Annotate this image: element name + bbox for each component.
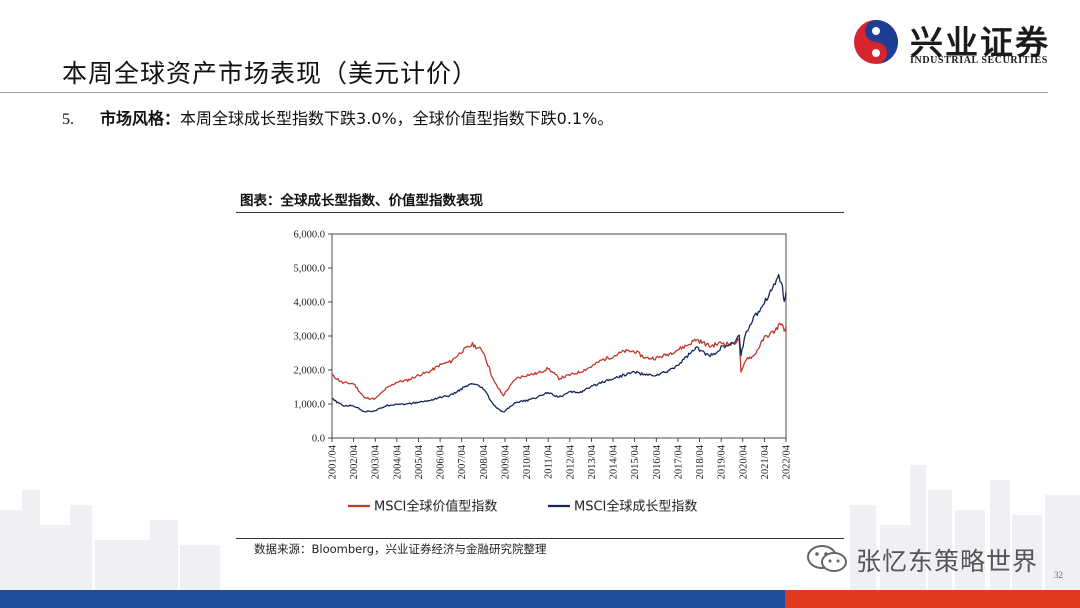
bullet-label: 市场风格： (100, 109, 181, 128)
x-tick-label: 2012/04 (565, 444, 576, 479)
chart-title: 图表：全球成长型指数、价值型指数表现 (240, 193, 483, 209)
y-tick-label: 3,000.0 (294, 332, 326, 343)
x-tick-label: 2019/04 (717, 444, 728, 479)
legend-label: MSCI全球成长型指数 (574, 499, 697, 515)
page-number: 32 (1054, 570, 1063, 580)
page-title: 本周全球资产市场表现（美元计价） (62, 59, 479, 88)
y-tick-label: 4,000.0 (294, 298, 326, 309)
x-tick-label: 2009/04 (500, 444, 511, 479)
x-tick-label: 2007/04 (457, 444, 468, 479)
watermark: 张忆东策略世界 (806, 540, 1056, 580)
y-tick-label: 2,000.0 (294, 366, 326, 377)
y-tick-label: 6,000.0 (294, 230, 326, 241)
x-tick-label: 2001/04 (328, 444, 339, 479)
x-tick-label: 2011/04 (544, 444, 555, 479)
chart-title-divider (236, 212, 844, 213)
x-tick-label: 2020/04 (738, 444, 749, 479)
x-tick-label: 2016/04 (652, 444, 663, 479)
legend-label: MSCI全球价值型指数 (374, 499, 497, 515)
x-tick-label: 2018/04 (695, 444, 706, 479)
x-tick-label: 2021/04 (760, 444, 771, 479)
y-tick-label: 1,000.0 (294, 400, 326, 411)
x-tick-label: 2004/04 (392, 444, 403, 479)
x-tick-label: 2006/04 (436, 444, 447, 479)
bullet-number: 5. (62, 111, 74, 128)
x-tick-label: 2013/04 (587, 444, 598, 479)
city-skyline-background (0, 465, 1080, 590)
y-tick-label: 0.0 (312, 434, 325, 445)
title-divider (0, 92, 1048, 93)
logo-emblem-icon (854, 20, 898, 64)
series-line-growth (331, 273, 787, 413)
footer-bar (0, 590, 1080, 608)
watermark-text: 张忆东策略世界 (856, 547, 1039, 576)
x-tick-label: 2014/04 (609, 444, 620, 479)
series-line-value (331, 322, 787, 401)
company-logo: 兴业证券 INDUSTRIAL SECURITIES (852, 16, 1066, 72)
chart-bottom-divider (236, 538, 844, 539)
x-tick-label: 2003/04 (371, 444, 382, 479)
bullet-point: 5. 市场风格：本周全球成长型指数下跌3.0%，全球价值型指数下跌0.1%。 (62, 105, 613, 129)
x-tick-label: 2017/04 (673, 444, 684, 479)
wechat-icon (807, 545, 847, 572)
logo-name-en: INDUSTRIAL SECURITIES (910, 55, 1048, 66)
x-tick-label: 2002/04 (349, 444, 360, 479)
logo-name-cn: 兴业证券 (910, 23, 1050, 62)
bullet-text: 本周全球成长型指数下跌3.0%，全球价值型指数下跌0.1%。 (180, 109, 614, 128)
x-tick-label: 2005/04 (414, 444, 425, 479)
line-chart: 0.0 1,000.0 2,000.0 3,000.0 4,000.0 5,000.0 6,… (294, 230, 793, 515)
x-tick-label: 2015/04 (630, 444, 641, 479)
x-tick-label: 2022/04 (782, 444, 793, 479)
x-tick-label: 2010/04 (522, 444, 533, 479)
x-tick-label: 2008/04 (479, 444, 490, 479)
source-note: 数据来源：Bloomberg，兴业证券经济与金融研究院整理 (254, 542, 547, 556)
y-tick-label: 5,000.0 (294, 264, 326, 275)
plot-frame (331, 233, 787, 439)
